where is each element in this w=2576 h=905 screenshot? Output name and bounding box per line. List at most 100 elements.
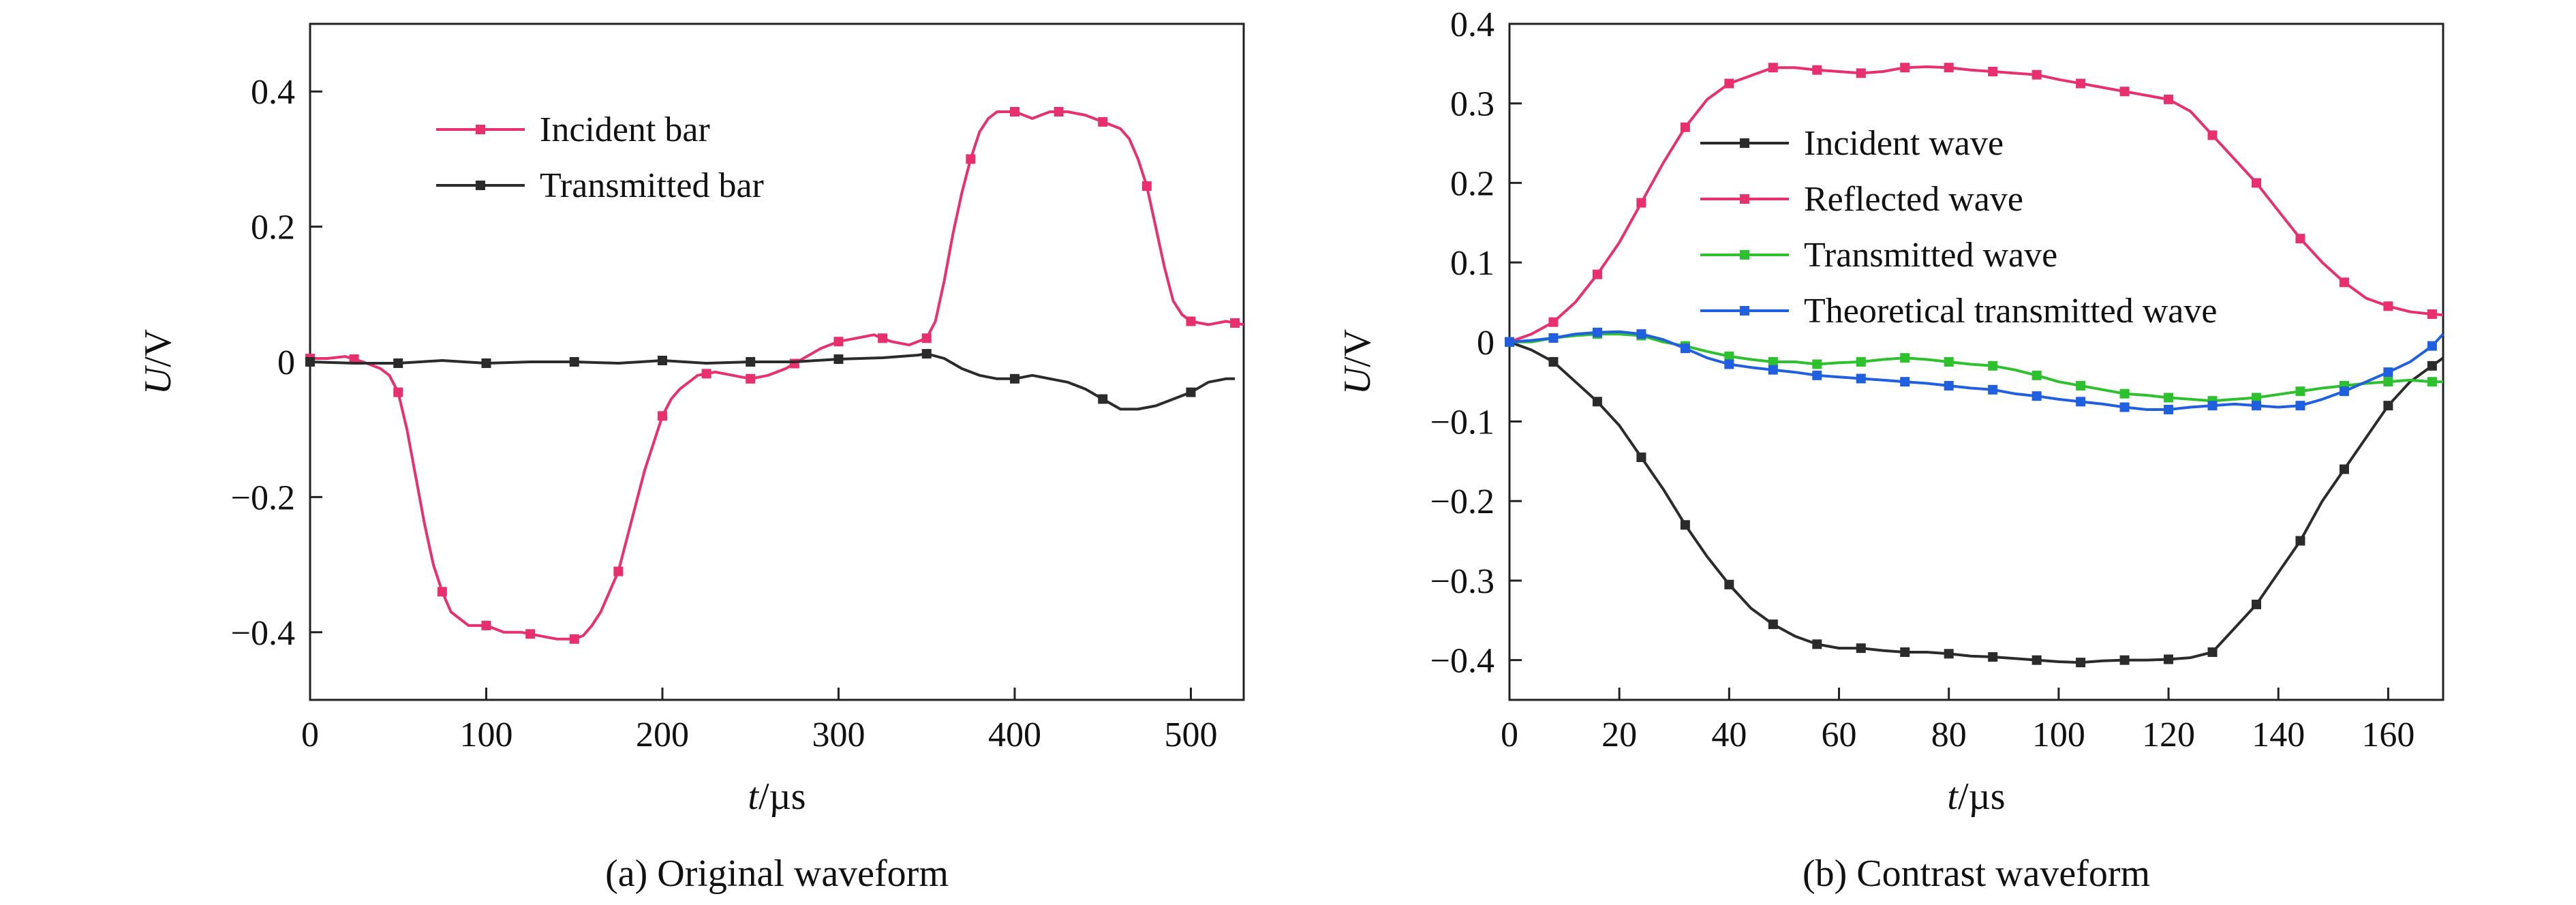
series-b-3 <box>1505 327 2444 415</box>
y-tick-label-b: 0 <box>1477 324 1494 363</box>
data-point-a-0 <box>921 333 932 343</box>
data-point-a-0 <box>569 634 579 644</box>
y-tick-label-b: −0.1 <box>1430 403 1494 442</box>
data-point-b-0 <box>2427 361 2437 371</box>
data-point-b-2 <box>2252 393 2261 403</box>
data-point-a-0 <box>1141 181 1152 191</box>
data-point-b-3 <box>1812 370 1822 380</box>
legend-label-a-0: Incident bar <box>540 110 710 149</box>
data-point-a-1 <box>657 356 667 366</box>
data-point-b-1 <box>2207 130 2218 140</box>
x-tick-label-b: 140 <box>2252 716 2305 754</box>
data-point-b-1 <box>2119 87 2130 97</box>
y-axis-ticks-a: −0.4 −0.2 0 0.2 0.4 <box>231 73 322 653</box>
data-point-b-0 <box>2383 401 2393 411</box>
data-point-b-3 <box>1724 359 1734 369</box>
data-point-a-0 <box>746 373 756 384</box>
series-a-0 <box>305 106 1244 644</box>
data-point-a-0 <box>966 154 976 164</box>
legend-label-b-3: Theoretical transmitted wave <box>1804 292 2217 331</box>
x-axis-ticks-a: 0 100 200 300 400 500 <box>301 688 1217 754</box>
data-point-b-2 <box>2427 377 2437 387</box>
y-axis-var-a: U <box>137 365 179 395</box>
data-point-b-0 <box>2164 654 2174 664</box>
data-point-b-2 <box>2119 388 2130 399</box>
x-axis-title-b: t/µs <box>1947 776 2005 818</box>
data-point-b-2 <box>1812 359 1822 369</box>
x-axis-ticks-b: 0 20 40 60 80 100 120 140 160 <box>1501 688 2414 754</box>
y-axis-title-a: U/V <box>137 329 179 395</box>
data-point-a-1 <box>393 358 403 368</box>
data-point-a-0 <box>657 411 667 421</box>
y-tick-label-b: −0.4 <box>1430 642 1494 681</box>
x-tick-label-b: 0 <box>1501 716 1518 754</box>
data-point-b-3 <box>1900 377 1910 387</box>
data-point-b-1 <box>2031 70 2042 80</box>
series-a-1 <box>305 349 1236 411</box>
legend-label-b-1: Reflected wave <box>1804 180 2023 219</box>
data-point-b-0 <box>1680 520 1690 530</box>
data-point-a-1 <box>1186 387 1196 397</box>
legend-item-b-3: Theoretical transmitted wave <box>1700 292 2217 331</box>
data-point-b-0 <box>1944 649 1954 659</box>
y-tick-label-b: 0.3 <box>1450 85 1494 124</box>
data-point-a-0 <box>349 354 359 365</box>
data-point-b-1 <box>2383 301 2393 311</box>
x-tick-label-a: 100 <box>459 716 512 754</box>
data-point-b-2 <box>2031 370 2042 380</box>
data-point-a-0 <box>437 587 447 597</box>
data-point-b-1 <box>1592 269 1602 279</box>
data-point-b-0 <box>2252 599 2261 609</box>
data-point-a-1 <box>1009 373 1019 384</box>
y-tick-label-a: −0.4 <box>231 614 295 653</box>
data-point-b-1 <box>1812 65 1822 75</box>
data-point-b-2 <box>2383 377 2393 387</box>
data-point-b-2 <box>2076 381 2086 391</box>
data-point-b-0 <box>1812 639 1822 649</box>
caption-b: (b) Contrast waveform <box>1803 853 2150 895</box>
data-point-a-0 <box>613 566 624 577</box>
data-point-a-0 <box>1009 106 1019 117</box>
x-tick-label-b: 120 <box>2142 716 2195 754</box>
x-tick-label-b: 160 <box>2361 716 2414 754</box>
data-point-a-1 <box>305 357 315 367</box>
data-point-b-1 <box>1988 67 1998 77</box>
data-point-b-0 <box>2207 647 2218 657</box>
y-tick-label-b: 0.2 <box>1450 164 1494 203</box>
data-point-b-3 <box>2427 341 2437 351</box>
series-b-0 <box>1505 337 2444 668</box>
data-point-a-1 <box>921 349 932 359</box>
data-point-b-1 <box>2295 234 2305 244</box>
data-point-b-3 <box>1592 327 1602 337</box>
series-layer-a <box>305 106 1244 644</box>
data-point-b-3 <box>2295 401 2305 411</box>
data-point-b-0 <box>2031 655 2042 665</box>
data-point-b-3 <box>2339 386 2349 397</box>
legend-item-a-0: Incident bar <box>436 110 710 149</box>
data-point-a-1 <box>481 358 491 368</box>
x-tick-label-b: 40 <box>1711 716 1747 754</box>
data-point-a-0 <box>1054 106 1064 117</box>
data-point-b-2 <box>2295 386 2305 397</box>
data-point-b-0 <box>1900 647 1910 657</box>
data-point-b-1 <box>1724 78 1734 89</box>
plot-frame-b <box>1508 22 2444 701</box>
data-point-b-0 <box>1592 397 1602 407</box>
data-point-b-3 <box>2076 397 2086 407</box>
data-point-a-0 <box>1186 316 1196 326</box>
data-point-b-2 <box>1856 357 1866 367</box>
legend-label-a-1: Transmitted bar <box>540 166 764 205</box>
y-tick-label-b: −0.2 <box>1430 482 1494 521</box>
data-point-b-0 <box>1636 452 1646 463</box>
y-tick-label-a: 0.2 <box>251 209 295 247</box>
data-point-b-0 <box>2295 536 2305 546</box>
y-axis-unit-a: /V <box>137 329 179 367</box>
x-axis-unit-b: /µs <box>1958 776 2006 818</box>
y-tick-label-a: 0 <box>277 343 295 382</box>
data-point-b-1 <box>2339 277 2349 288</box>
x-axis-var-a: t <box>748 776 759 818</box>
data-point-a-0 <box>525 629 536 639</box>
legend-b: Incident wave Reflected wave Transmitted w… <box>1700 124 2217 331</box>
series-b-1 <box>1505 63 2444 347</box>
